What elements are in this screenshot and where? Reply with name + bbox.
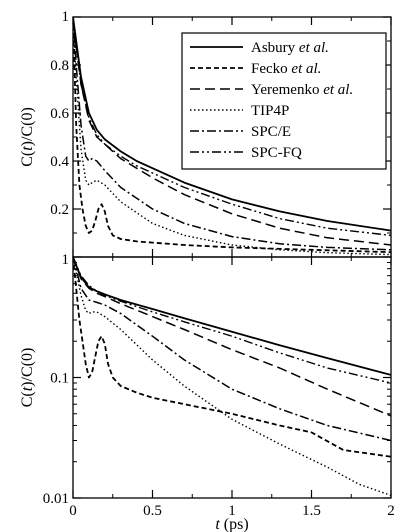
legend-box — [181, 32, 387, 170]
bottom-series-group — [73, 257, 391, 497]
legend-label-5: SPC-FQ — [251, 145, 302, 161]
top-ytick-label-2: 0.6 — [50, 106, 69, 122]
bottom-series-line-1 — [73, 257, 391, 458]
bottom-ytick-label-1: 0.1 — [50, 371, 69, 387]
top-y-axis-label: C(t)/C(0) — [19, 107, 36, 167]
legend-label-4: SPC/E — [251, 124, 291, 140]
top-series-line-0 — [73, 17, 391, 232]
bottom-series-line-2 — [73, 257, 391, 417]
bottom-series-line-3 — [73, 257, 391, 497]
legend-label-2: Yeremenko et al. — [251, 82, 353, 98]
bottom-xtick-label-0: 0 — [69, 503, 77, 519]
bottom-xtick-label-4: 2 — [387, 503, 395, 519]
top-ytick-label-1: 0.4 — [50, 154, 69, 170]
bottom-ytick-label-2: 1 — [62, 252, 70, 268]
bottom-series-line-0 — [73, 257, 391, 376]
legend-label-3: TIP4P — [251, 103, 289, 119]
bottom-xtick-label-3: 1.5 — [302, 503, 321, 519]
bottom-series-line-5 — [73, 257, 391, 384]
top-series-line-1 — [73, 17, 391, 254]
bottom-plot-frame — [72, 256, 392, 499]
top-ytick-label-0: 0.2 — [50, 202, 69, 218]
bottom-xtick-label-1: 0.5 — [143, 503, 162, 519]
x-axis-label: t (ps) — [215, 516, 248, 532]
legend: Asbury et al. Fecko et al. Yeremenko et al… — [181, 32, 387, 170]
legend-label-0: Asbury et al. — [251, 40, 329, 56]
bottom-series-line-4 — [73, 257, 391, 442]
bottom-xtick-label-2: 1 — [228, 503, 236, 519]
top-series-line-3 — [73, 17, 391, 256]
bottom-ytick-label-0: 0.01 — [43, 491, 69, 507]
top-ytick-label-4: 1 — [62, 9, 70, 25]
bottom-panel: 0.01 0.1 1 0 0.5 1 1.5 2 t (ps) C(t)/C(0) — [19, 252, 395, 532]
top-panel: 0.2 0.4 0.6 0.8 1 C(t)/C(0) — [19, 9, 392, 258]
top-series-group — [73, 17, 391, 256]
legend-label-1: Fecko et al. — [251, 61, 321, 77]
top-series-line-2 — [73, 17, 391, 246]
top-series-line-4 — [73, 17, 391, 251]
bottom-y-axis-label: C(t)/C(0) — [19, 348, 36, 408]
top-series-line-5 — [73, 17, 391, 237]
top-ytick-label-3: 0.8 — [50, 58, 69, 74]
